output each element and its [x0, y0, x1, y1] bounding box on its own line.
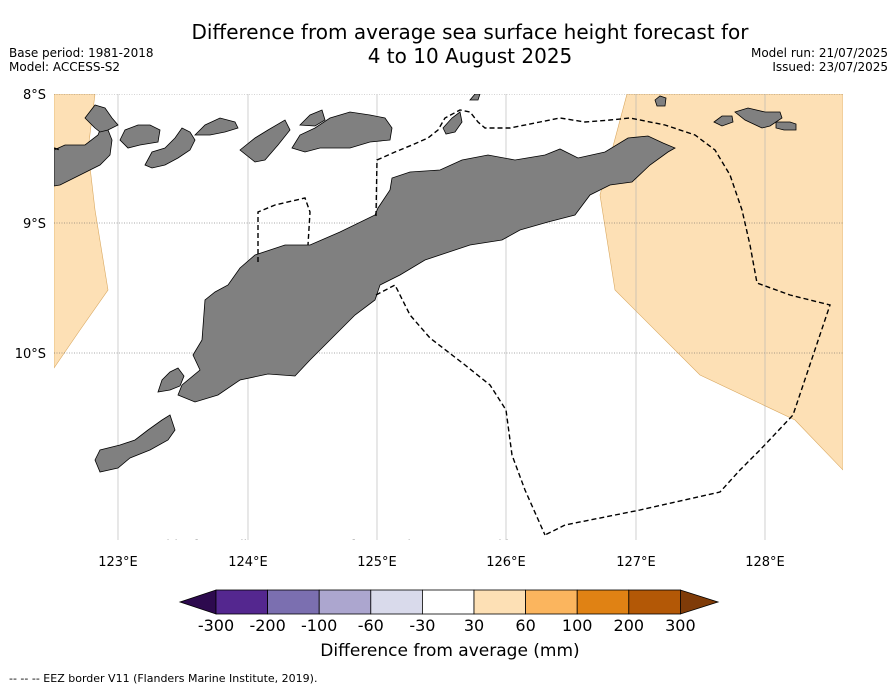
colorbar-segment [370, 589, 423, 615]
colorbar-tick-label: 200 [614, 616, 645, 635]
lon-axis-labels: 123°E 124°E 125°E 126°E 127°E 128°E [98, 555, 785, 570]
grid-lines [54, 94, 843, 354]
land-flores-east [84, 104, 119, 133]
colorbar-segment [525, 589, 578, 615]
colorbar-tick-label: 30 [464, 616, 484, 635]
land-wetar [291, 111, 393, 153]
land-atauro [442, 111, 463, 135]
land-lembata [119, 124, 161, 149]
colorbar-tick-label: -200 [249, 616, 285, 635]
land-moa [713, 115, 734, 127]
lon-label-126e: 126°E [486, 555, 526, 570]
colorbar-extend-max [680, 589, 720, 615]
colorbar-tick-label: -100 [301, 616, 337, 635]
colorbar-segment [628, 589, 681, 615]
lat-label-9s: 9°S [23, 217, 46, 232]
lon-label-124e: 124°E [228, 555, 268, 570]
land-semau [157, 367, 185, 393]
land-wetar-west [239, 119, 291, 163]
land-leti [654, 95, 667, 107]
colorbar-tick-label: -60 [358, 616, 384, 635]
model-name: Model: ACCESS-S2 [9, 60, 121, 74]
colorbar-segment [215, 589, 268, 615]
colorbar [178, 589, 720, 615]
lon-label-128e: 128°E [745, 555, 785, 570]
map-title: Difference from average sea surface heig… [170, 20, 770, 68]
lon-label-123e: 123°E [98, 555, 138, 570]
lat-label-8s: 8°S [23, 88, 46, 103]
colorbar-segment [473, 589, 526, 615]
land-masses [54, 94, 797, 473]
colorbar-extend-min [178, 589, 217, 615]
land-sermata [734, 107, 783, 129]
meta-left: Base period: 1981-2018 Model: ACCESS-S2 [9, 46, 154, 74]
lat-label-10s: 10°S [15, 347, 46, 362]
base-period: Base period: 1981-2018 [9, 46, 154, 60]
issued-date: Issued: 23/07/2025 [772, 60, 888, 74]
lat-axis-labels: 8°S 9°S 10°S [15, 88, 46, 362]
colorbar-tick-label: -300 [198, 616, 234, 635]
colorbar-segment [576, 589, 630, 615]
colorbar-tick-label: 300 [665, 616, 696, 635]
colorbar-segment [267, 589, 320, 615]
title-line-2: 4 to 10 August 2025 [367, 44, 573, 68]
colorbar-segment [318, 589, 372, 615]
colorbar-segment [421, 589, 475, 615]
map-area: © Commonwealth of Australia 2025, Bureau… [54, 94, 843, 552]
colorbar-ticks: -300 -200 -100 -60 -30 30 60 100 200 300 [198, 616, 696, 635]
colorbar-label: Difference from average (mm) [320, 641, 580, 661]
colorbar-tick-label: 100 [562, 616, 593, 635]
lon-label-125e: 125°E [357, 555, 397, 570]
anomaly-region-east [599, 94, 843, 471]
eez-border-north [375, 109, 831, 536]
eez-legend-text: -- -- -- EEZ border V11 (Flanders Marine… [9, 672, 318, 685]
colorbar-tick-label: -30 [409, 616, 435, 635]
model-run: Model run: 21/07/2025 [750, 46, 888, 60]
eez-border-south [375, 284, 546, 536]
land-rote [94, 414, 176, 473]
land-luang [775, 121, 797, 131]
land-timor [177, 135, 676, 403]
land-solor [194, 117, 239, 136]
land-kisar [469, 94, 481, 101]
land-pantar [144, 127, 196, 169]
eez-border-west [54, 147, 61, 151]
colorbar-tick-label: 60 [515, 616, 535, 635]
land-small-north [299, 109, 326, 127]
eez-borders [54, 109, 831, 536]
eez-border-oecusse [257, 197, 311, 262]
meta-right: Model run: 21/07/2025 Issued: 23/07/2025 [751, 46, 888, 74]
title-line-1: Difference from average sea surface heig… [191, 20, 749, 44]
copyright-text: © Commonwealth of Australia 2025, Bureau… [72, 538, 577, 552]
land-alor-islands [54, 124, 113, 187]
lon-label-127e: 127°E [616, 555, 656, 570]
